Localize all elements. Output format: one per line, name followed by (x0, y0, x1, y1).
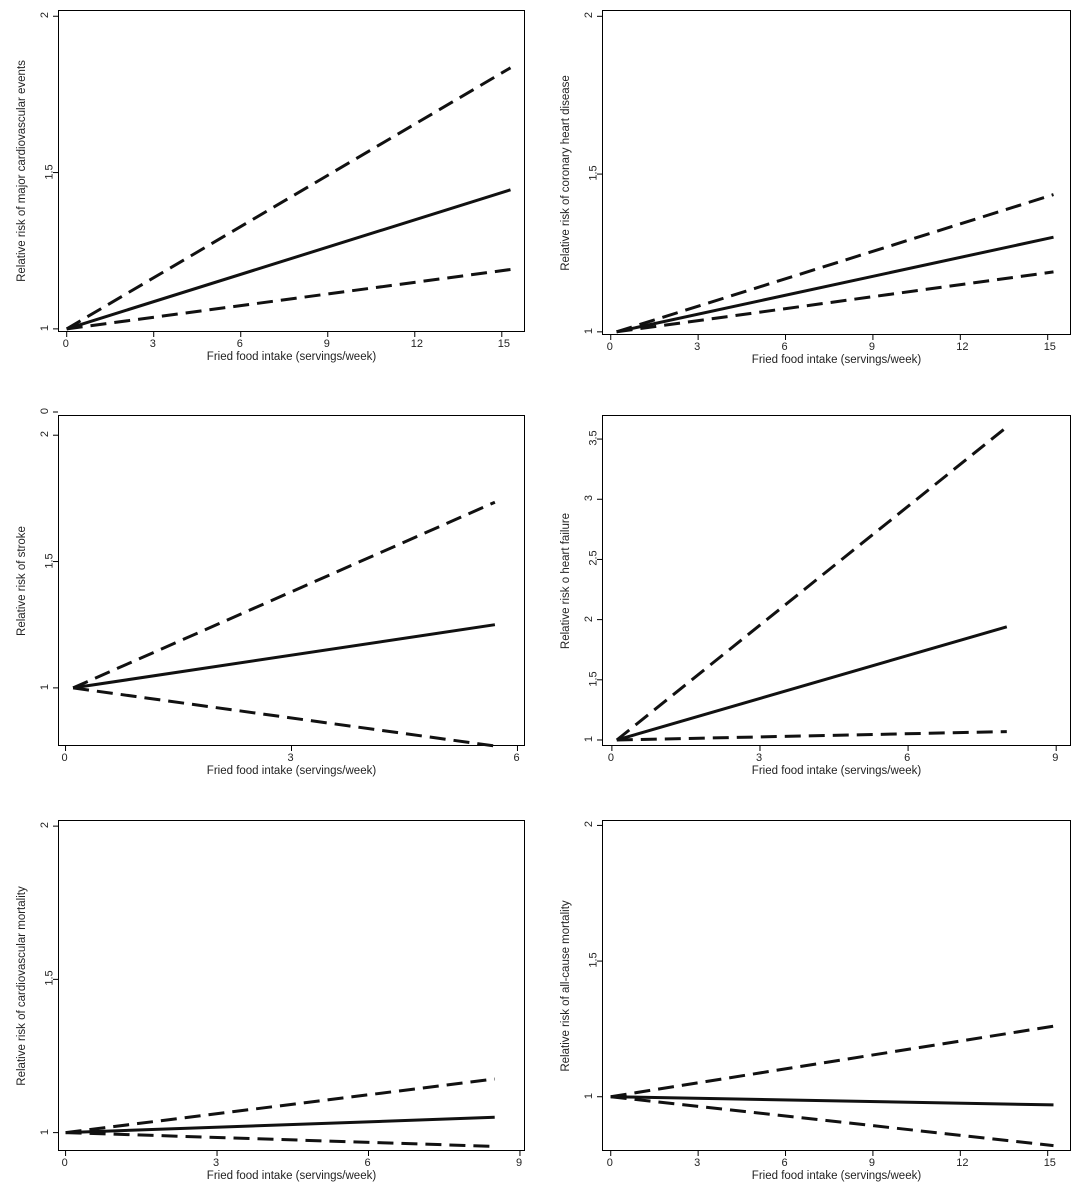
x-tick-label: 12 (956, 341, 969, 353)
estimate-line (610, 1095, 1054, 1107)
plot-area (58, 415, 525, 746)
x-tick-label: 3 (694, 341, 701, 353)
x-tick-label: 9 (1052, 752, 1059, 764)
x-axis-title: Fried food intake (servings/week) (751, 765, 922, 777)
x-tick-label: 15 (1043, 1157, 1056, 1169)
estimate-line (72, 623, 496, 690)
confidence-bound-line (616, 193, 1054, 334)
x-tick-label: 6 (236, 338, 243, 350)
confidence-bound-line (615, 425, 1008, 742)
x-axis-title: Fried food intake (servings/week) (751, 1170, 922, 1182)
y-tick-label: 2 (583, 821, 596, 828)
confidence-bound-line (65, 66, 512, 331)
x-tick-label: 3 (149, 338, 156, 350)
x-tick-label: 9 (323, 338, 330, 350)
estimate-line (616, 625, 1008, 742)
x-tick-label: 0 (61, 1157, 68, 1169)
x-tick-label: 9 (868, 1157, 876, 1169)
x-axis-title: Fried food intake (servings/week) (206, 1170, 377, 1182)
x-tick-label: 0 (61, 752, 68, 764)
confidence-bound-line (66, 268, 511, 331)
estimate-line (65, 1115, 495, 1135)
x-tick-label: 0 (606, 341, 613, 353)
x-tick-label: 15 (1043, 341, 1056, 353)
x-tick-label: 12 (410, 338, 424, 350)
estimate-line (616, 235, 1054, 334)
x-axis-title: Fried food intake (servings/week) (206, 351, 377, 363)
x-tick-label: 6 (781, 341, 788, 353)
x-tick-label: 15 (497, 338, 511, 350)
confidence-bound-line (616, 270, 1054, 334)
x-tick-label: 3 (755, 752, 763, 764)
x-tick-label: 0 (62, 338, 69, 350)
x-tick-label: 0 (607, 752, 614, 764)
confidence-bound-line (616, 730, 1007, 742)
plot-area (602, 820, 1071, 1151)
y-axis-title: Relative risk of all-cause mortality (560, 899, 572, 1072)
confidence-bound-line (72, 500, 496, 690)
estimate-line (66, 188, 511, 331)
y-tick-label: 1.5 (587, 952, 600, 968)
y-tick-label: 1 (583, 1092, 596, 1099)
confidence-bound-line (610, 1095, 1054, 1148)
x-tick-label: 0 (606, 1157, 613, 1169)
x-tick-label: 12 (956, 1157, 969, 1169)
x-tick-label: 9 (515, 1157, 523, 1169)
x-tick-label: 6 (513, 752, 520, 764)
plot-area (58, 820, 525, 1151)
x-tick-label: 9 (868, 341, 876, 353)
x-axis-title: Fried food intake (servings/week) (206, 765, 377, 777)
x-tick-label: 3 (287, 752, 294, 764)
x-tick-label: 3 (694, 1157, 701, 1169)
confidence-bound-line (610, 1024, 1054, 1099)
plot-area (58, 10, 525, 332)
x-tick-label: 6 (904, 752, 911, 764)
plot-area (602, 10, 1071, 335)
x-axis-title: Fried food intake (servings/week) (751, 354, 922, 366)
x-tick-label: 6 (781, 1157, 788, 1169)
x-tick-label: 3 (213, 1157, 220, 1169)
x-tick-label: 6 (364, 1157, 371, 1169)
confidence-bound-line (65, 1077, 495, 1135)
